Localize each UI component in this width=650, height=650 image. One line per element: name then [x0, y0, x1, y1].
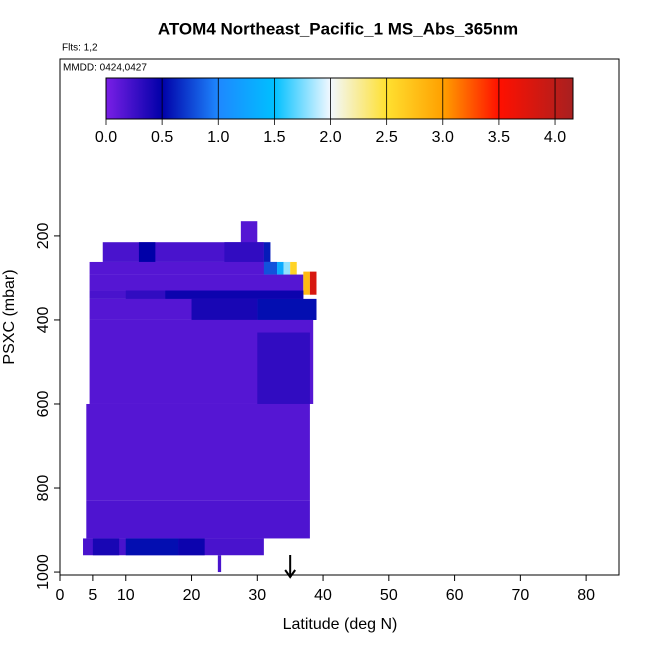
y-tick-label: 200 [35, 222, 52, 249]
colorbar-tick-label: 1.5 [263, 129, 285, 146]
x-axis-label: Latitude (deg N) [283, 616, 398, 633]
x-tick-label: 10 [117, 587, 135, 604]
heat-cell [89, 274, 304, 291]
y-tick-label: 800 [35, 475, 52, 502]
y-tick-label: 1000 [35, 554, 52, 590]
heat-cell [277, 261, 284, 275]
heat-cell [217, 555, 222, 573]
annotation: MMDD: 0424,0427 [63, 63, 147, 74]
y-axis-label: PSXC (mbar) [1, 269, 18, 364]
heat-cell [257, 298, 317, 320]
arrow-marker [284, 555, 296, 579]
x-tick-label: 70 [511, 587, 529, 604]
colorbar-tick-label: 4.0 [544, 129, 566, 146]
heat-cell [257, 332, 310, 404]
heat-cell [178, 538, 205, 556]
x-tick-label: 5 [88, 587, 97, 604]
colorbar-tick-label: 0.5 [151, 129, 173, 146]
heat-cell [165, 290, 304, 299]
heat-cell [86, 403, 310, 501]
colorbar-tick-label: 3.0 [432, 129, 454, 146]
plot-frame [59, 58, 620, 576]
heat-cell [290, 261, 297, 275]
heat-cell [303, 271, 310, 295]
colorbar-tick-label: 3.5 [488, 129, 510, 146]
colorbar-tick-label: 0.0 [95, 129, 117, 146]
x-tick-label: 60 [446, 587, 464, 604]
heat-cell [125, 290, 166, 299]
x-tick-label: 50 [380, 587, 398, 604]
heat-cell [125, 538, 179, 556]
colorbar-tick-label: 2.5 [376, 129, 398, 146]
heat-cell [92, 538, 120, 556]
heat-cell [89, 261, 278, 275]
heat-cell [224, 242, 264, 262]
y-tick-label: 400 [35, 306, 52, 333]
x-tick-label: 20 [183, 587, 201, 604]
x-tick-label: 30 [248, 587, 266, 604]
colorbar-tick-label: 2.0 [319, 129, 341, 146]
heat-cell [86, 500, 310, 539]
colorbar [105, 77, 574, 120]
heat-cell [263, 242, 271, 262]
subtitle: Flts: 1,2 [62, 43, 98, 54]
heat-cell [138, 242, 156, 262]
x-tick-label: 0 [56, 587, 65, 604]
heat-cell [283, 261, 291, 275]
x-tick-label: 40 [314, 587, 332, 604]
colorbar-tick-label: 1.0 [207, 129, 229, 146]
heat-cell [240, 221, 258, 245]
heat-cell [191, 298, 258, 320]
chart-title: ATOM4 Northeast_Pacific_1 MS_Abs_365nm [158, 19, 518, 38]
heat-cell [309, 271, 317, 295]
y-tick-label: 600 [35, 391, 52, 418]
heat-cell [263, 261, 278, 275]
x-tick-label: 80 [577, 587, 595, 604]
